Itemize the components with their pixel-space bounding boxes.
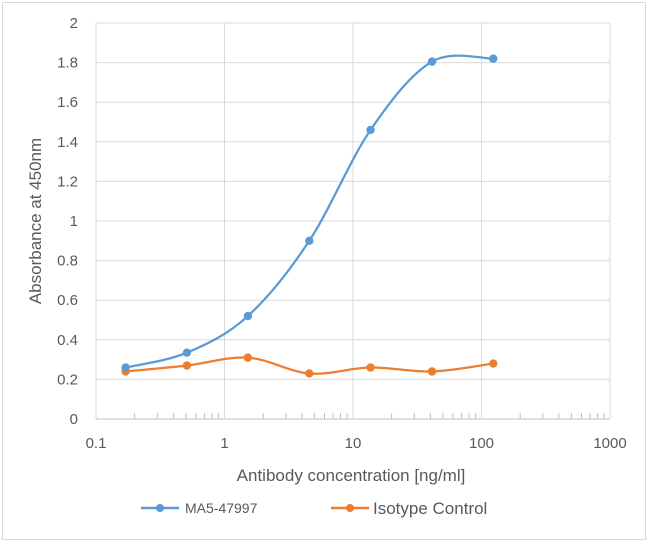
y-tick-label: 0.8 [57,253,78,270]
legend-label-ma5-47997: MA5-47997 [185,500,258,516]
y-tick-label: 1.4 [57,134,78,151]
y-tick-label: 1.8 [57,55,78,72]
y-tick-label: 1.6 [57,94,78,111]
data-point-ma5-47997 [489,54,498,63]
data-point-isotype-control [427,367,437,376]
x-tick-labels: 0.1 1 10 100 1000 [86,435,627,452]
series-ma5-47997 [121,54,498,372]
x-tick-label: 1 [220,435,228,452]
legend-label-isotype-control: Isotype Control [373,499,487,518]
y-tick-label: 0 [70,411,78,428]
data-point-ma5-47997 [243,311,253,321]
y-tick-label: 1.2 [57,173,78,190]
x-tick-label: 0.1 [86,435,107,452]
x-tick-label: 1000 [593,435,626,452]
x-axis-title: Antibody concentration [ng/ml] [237,466,466,485]
y-tick-label: 0.2 [57,371,78,388]
data-point-ma5-47997 [366,125,375,135]
legend-item-ma5-47997: MA5-47997 [141,500,258,516]
y-axis-title: Absorbance at 450nm [26,138,45,304]
series-layer [121,54,498,378]
data-point-ma5-47997 [427,57,437,66]
legend: MA5-47997 Isotype Control [141,499,487,518]
data-point-isotype-control [182,361,192,370]
y-tick-labels: 0 0.2 0.4 0.6 0.8 1 1.2 1.4 1.6 1.8 2 [57,15,78,428]
data-point-ma5-47997 [305,236,314,245]
x-tick-label: 10 [345,435,362,452]
data-point-ma5-47997 [121,363,130,372]
y-tick-label: 2 [70,15,78,32]
chart: 0 0.2 0.4 0.6 0.8 1 1.2 1.4 1.6 1.8 2 0.1 1 10 100 100… [26,15,627,518]
y-tick-label: 0.6 [57,292,78,309]
y-tick-label: 0.4 [57,332,78,349]
x-tick-label: 100 [469,435,494,452]
chart-frame: 0 0.2 0.4 0.6 0.8 1 1.2 1.4 1.6 1.8 2 0.1 1 10 100 100… [2,2,646,540]
data-point-isotype-control [489,359,498,368]
legend-marker-isotype-control [346,504,354,512]
legend-item-isotype-control: Isotype Control [331,499,487,518]
data-point-isotype-control [305,369,314,378]
x-axis-minor-ticks [134,413,605,419]
data-point-isotype-control [366,363,375,372]
legend-marker-ma5-47997 [156,504,164,512]
y-tick-label: 1 [70,213,78,230]
data-point-isotype-control [243,353,253,362]
major-gridlines [95,22,611,420]
data-point-ma5-47997 [182,348,192,357]
